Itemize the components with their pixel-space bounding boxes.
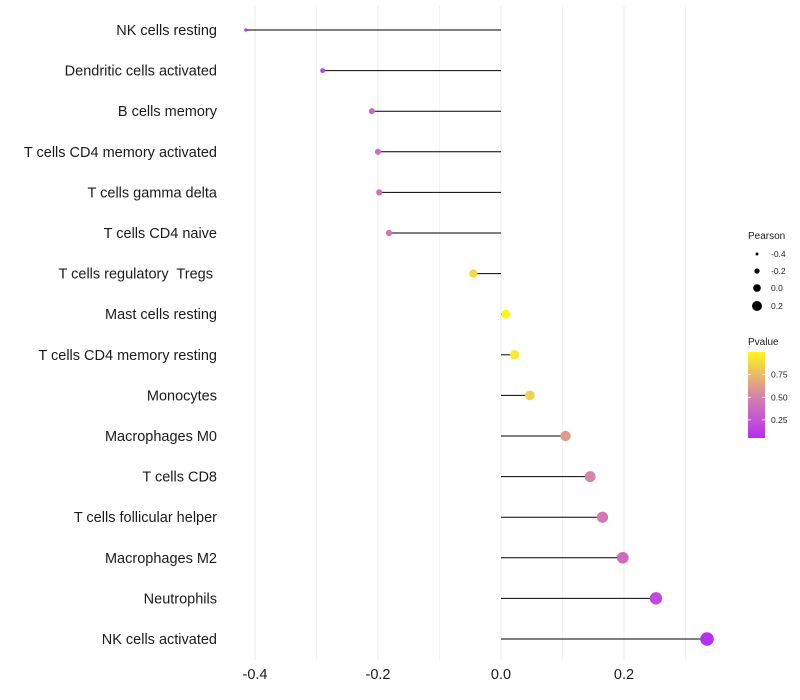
x-tick-label: 0.0	[491, 667, 511, 683]
category-label: T cells CD4 memory activated	[24, 145, 217, 161]
size-legend-key	[752, 301, 762, 311]
lollipop-point	[385, 229, 393, 237]
category-label: NK cells resting	[116, 23, 217, 39]
x-tick-label: -0.2	[366, 667, 391, 683]
lollipop-point	[244, 28, 248, 32]
lollipop-point	[469, 269, 478, 278]
size-legend-label: -0.4	[771, 249, 786, 259]
size-legend-label: 0.0	[771, 283, 783, 293]
lollipop-point	[649, 592, 663, 605]
category-label: Macrophages M0	[105, 429, 217, 445]
category-label: T cells CD8	[142, 470, 217, 486]
category-label: Monocytes	[147, 388, 217, 404]
size-legend-key	[755, 252, 759, 256]
x-tick-label: 0.2	[614, 667, 634, 683]
color-legend-label: 0.75	[771, 370, 788, 380]
category-label: T cells regulatory Tregs	[59, 267, 218, 283]
lollipop-point	[368, 108, 375, 115]
category-label: T cells gamma delta	[88, 185, 218, 201]
size-legend: Pearson -0.4 -0.2 0.0 0.2	[748, 231, 786, 311]
lollipop-point	[525, 390, 535, 401]
x-axis-tick-labels: -0.4 -0.2 0.0 0.2	[243, 667, 635, 683]
category-label: NK cells activated	[102, 632, 217, 648]
size-legend-label: 0.2	[771, 301, 783, 311]
color-legend-label: 0.50	[771, 392, 788, 402]
category-label: T cells CD4 memory resting	[38, 348, 217, 364]
category-label: T cells follicular helper	[74, 510, 217, 526]
lollipop-point	[596, 511, 609, 523]
lollipop-point	[320, 68, 326, 74]
lollipop-point	[616, 551, 629, 564]
category-label: B cells memory	[118, 104, 218, 120]
size-legend-key	[753, 284, 761, 292]
lollipop-point	[509, 350, 520, 360]
lollipop-point	[501, 309, 511, 319]
lollipop-point	[376, 189, 383, 196]
size-legend-key	[754, 268, 760, 274]
x-tick-label: -0.4	[243, 667, 268, 683]
category-label: Dendritic cells activated	[65, 64, 217, 80]
lollipop-point	[700, 632, 714, 646]
size-legend-title: Pearson	[748, 231, 785, 242]
category-label: Macrophages M2	[105, 551, 217, 567]
category-label: Mast cells resting	[105, 307, 217, 323]
category-label: T cells CD4 naive	[104, 226, 217, 242]
size-legend-label: -0.2	[771, 266, 786, 276]
lollipop-stems	[245, 29, 708, 640]
category-axis-labels: NK cells resting Dendritic cells activate…	[24, 23, 218, 648]
color-legend-bar	[748, 352, 765, 438]
color-legend: Pvalue 0.25 0.50 0.75	[748, 337, 788, 438]
lollipop-point	[374, 148, 382, 155]
category-label: Neutrophils	[144, 591, 217, 607]
lollipop-point	[560, 430, 571, 442]
color-legend-title: Pvalue	[748, 337, 779, 348]
lollipop-points	[244, 28, 714, 646]
grid-lines	[254, 6, 686, 660]
lollipop-point	[584, 471, 596, 483]
color-legend-label: 0.25	[771, 415, 788, 425]
